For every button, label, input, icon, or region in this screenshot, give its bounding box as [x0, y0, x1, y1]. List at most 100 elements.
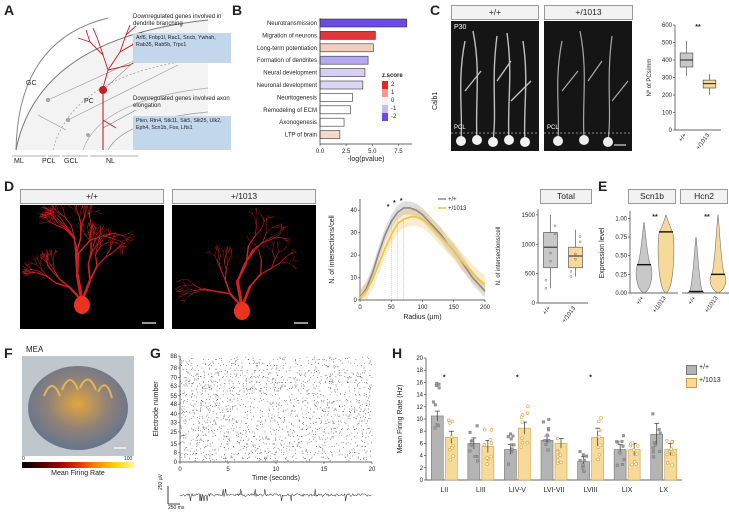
d-dendrite-segment — [61, 205, 64, 211]
g-spike — [203, 420, 205, 422]
d-dendrite-segment — [112, 241, 118, 244]
g-spike — [314, 368, 316, 370]
h-point — [468, 430, 472, 434]
panel-letter-a: A — [4, 2, 15, 18]
g-spike — [268, 413, 269, 415]
h-point — [511, 434, 515, 438]
g-spike — [203, 426, 204, 428]
g-spike — [360, 373, 361, 375]
g-spike — [305, 435, 307, 436]
d-dendrite-segment — [271, 225, 278, 228]
g-spike — [193, 406, 194, 407]
g-spike — [305, 417, 307, 418]
b-x-tick-label: 2.5 — [342, 149, 351, 155]
g-spike — [248, 378, 250, 380]
dt-point — [574, 252, 577, 256]
d-dendrite-segment — [27, 271, 33, 274]
d-dendrite-segment — [55, 224, 66, 230]
g-spike — [348, 361, 350, 363]
g-spike — [232, 377, 233, 379]
g-spike — [338, 359, 340, 361]
g-spike — [254, 372, 255, 374]
h-point — [615, 463, 619, 467]
d-dendrite-segment — [122, 245, 127, 248]
d-dendrite-segment — [40, 255, 44, 258]
g-spike — [334, 445, 335, 447]
g-spike — [357, 384, 358, 386]
d-dendrite-segment — [95, 225, 98, 231]
g-spike — [272, 402, 274, 404]
g-spike — [189, 450, 191, 452]
g-spike — [249, 431, 250, 433]
g-spike — [357, 385, 358, 387]
g-spike — [250, 406, 251, 407]
g-spike — [361, 379, 363, 381]
g-spike — [262, 377, 263, 379]
g-spike — [217, 398, 218, 400]
g-spike — [322, 365, 323, 367]
d-dendrite-segment — [177, 279, 182, 283]
d-dendrite-segment — [59, 221, 67, 229]
d-dendrite-segment — [285, 238, 291, 240]
g-spike — [188, 383, 190, 385]
g-spike — [300, 392, 302, 394]
d-dendrite-segment — [75, 208, 80, 216]
g-spike — [337, 373, 339, 375]
g-spike — [197, 373, 198, 375]
d-dendrite-segment — [125, 239, 129, 244]
h-bar — [540, 440, 554, 481]
g-y-tick-label: 0 — [174, 460, 178, 466]
d-dendrite-segment — [287, 262, 294, 267]
g-spike — [334, 401, 335, 403]
g-spike — [186, 379, 188, 381]
g-spike — [257, 362, 258, 364]
d-dendrite-arbor — [21, 205, 136, 303]
g-spike — [206, 415, 208, 417]
g-spike — [306, 443, 308, 445]
g-spike — [187, 398, 188, 400]
g-spike — [224, 379, 226, 381]
g-spike — [189, 403, 191, 405]
g-spike — [231, 386, 232, 388]
g-spike — [200, 384, 202, 386]
g-spike — [199, 442, 200, 444]
g-spike — [194, 378, 195, 380]
g-spike — [224, 415, 225, 417]
g-spike — [189, 373, 191, 375]
g-spike — [368, 358, 369, 359]
g-spike — [260, 451, 262, 453]
g-spike — [260, 390, 262, 392]
g-spike — [189, 454, 191, 456]
g-spike — [227, 436, 229, 438]
g-spike — [210, 362, 211, 364]
d-dendrite-segment — [25, 263, 30, 268]
g-spike — [255, 362, 257, 364]
g-spike — [308, 426, 310, 428]
g-spike — [194, 413, 195, 415]
d-dendrite-segment — [101, 225, 104, 230]
h-point — [632, 448, 636, 452]
g-spike — [206, 414, 208, 416]
d-dendrite-segment — [117, 246, 123, 249]
g-spike — [193, 424, 194, 426]
g-spike — [189, 412, 190, 414]
g-spike — [305, 457, 306, 459]
d-dendrite-segment — [107, 237, 111, 243]
h-point — [544, 443, 548, 447]
g-spike — [325, 365, 327, 367]
g-spike — [249, 409, 251, 411]
d-dendrite-segment — [290, 251, 296, 254]
g-spike — [282, 365, 284, 367]
c-micrograph-wt: P30 PCL — [451, 21, 539, 151]
g-spike — [329, 401, 330, 403]
d-dendrite-segment — [112, 236, 114, 243]
g-spike — [254, 361, 255, 363]
d-dendrite-segment — [225, 250, 228, 256]
g-spike — [324, 364, 326, 365]
g-spike — [294, 441, 295, 442]
g-spike — [289, 436, 291, 438]
g-spike — [219, 402, 221, 404]
g-spike — [371, 377, 373, 379]
g-spike — [270, 455, 271, 457]
g-spike — [325, 438, 326, 440]
